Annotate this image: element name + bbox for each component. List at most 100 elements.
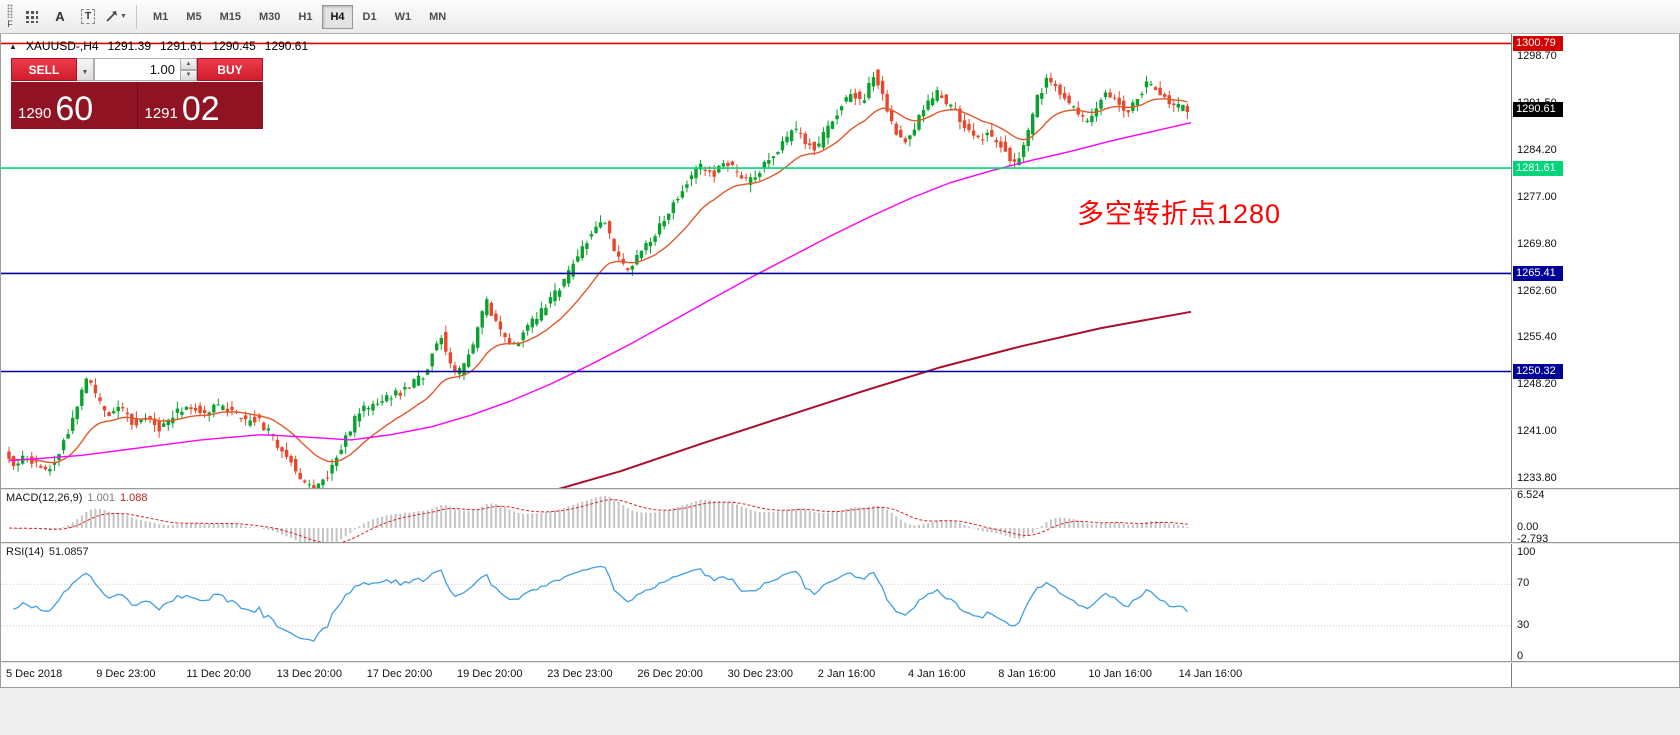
rsi-name: RSI(14) — [6, 546, 44, 558]
price-axis-label: 1255.40 — [1517, 331, 1557, 344]
price-chart-pane[interactable]: ▲ XAUUSD-,H4 1291.39 1291.61 1290.45 129… — [1, 34, 1511, 488]
buy-price-main: 1291 — [144, 105, 178, 122]
bid-ask-display: 1290 60 1291 02 — [11, 82, 263, 129]
buy-price-big: 02 — [181, 89, 220, 128]
arrow-glyph — [106, 11, 118, 22]
price-badge: 1250.32 — [1513, 363, 1563, 379]
sell-price-display[interactable]: 1290 60 — [11, 82, 137, 129]
grid-glyph — [26, 10, 38, 23]
chart-window: ▲ XAUUSD-,H4 1291.39 1291.61 1290.45 129… — [0, 34, 1680, 688]
rsi-axis-label: 0 — [1517, 650, 1524, 662]
volume-dropdown-button[interactable]: ▼ — [77, 58, 94, 81]
ohlc-close: 1290.61 — [264, 39, 309, 53]
ohlc-low: 1290.45 — [212, 39, 256, 53]
time-axis-label: 5 Dec 2018 — [6, 668, 63, 680]
toolbar-drag-handle[interactable]: F — [3, 2, 17, 32]
price-badge: 1281.61 — [1513, 160, 1563, 176]
rsi-axis-label: 30 — [1517, 618, 1530, 631]
time-axis-label: 19 Dec 20:00 — [457, 668, 523, 680]
rsi-axis-label: 100 — [1517, 546, 1536, 558]
chart-annotation-text: 多空转折点1280 — [1077, 199, 1282, 229]
symbol-ohlc-line: ▲ XAUUSD-,H4 1291.39 1291.61 1290.45 129… — [9, 39, 308, 53]
pane-separator[interactable] — [1, 661, 1679, 663]
symbol-name: XAUUSD-,H4 — [25, 39, 99, 53]
price-badge: 1265.41 — [1513, 265, 1563, 281]
macd-label: MACD(12,26,9) 1.001 1.088 — [6, 492, 147, 504]
tab-timeframe-m1[interactable]: M1 — [145, 5, 176, 29]
price-axis-label: 1241.00 — [1517, 425, 1557, 438]
time-axis-label: 2 Jan 16:00 — [817, 668, 876, 680]
expand-triangle-icon: ▲ — [9, 41, 17, 51]
tab-timeframe-m15[interactable]: M15 — [212, 5, 249, 29]
volume-stepper: ▲ ▼ — [181, 58, 197, 81]
price-axis-label: 1298.70 — [1517, 50, 1557, 62]
price-axis-label: 1262.60 — [1517, 284, 1557, 297]
sell-price-main: 1290 — [18, 105, 52, 122]
time-axis-label: 17 Dec 20:00 — [366, 668, 433, 680]
price-axis-label: 1269.80 — [1517, 237, 1557, 250]
candlestick-chart-svg[interactable] — [1, 34, 1511, 488]
time-axis-label: 8 Jan 16:00 — [998, 668, 1056, 680]
buy-price-display[interactable]: 1291 02 — [136, 82, 264, 129]
price-badge: 1290.61 — [1513, 102, 1563, 118]
macd-axis-label: 0.00 — [1517, 521, 1539, 533]
macd-value: 1.001 — [87, 492, 115, 504]
volume-increase-button[interactable]: ▲ — [181, 58, 197, 70]
rsi-chart-svg — [1, 565, 1511, 642]
time-axis-label: 9 Dec 23:00 — [96, 668, 156, 680]
rsi-pane[interactable]: RSI(14) 51.0857 — [1, 544, 1511, 661]
volume-input[interactable] — [94, 58, 181, 81]
tab-timeframe-h4[interactable]: H4 — [322, 4, 353, 29]
toolbar: F A T ▼ M1 M5 M15 M30 H1 H4 D1 W1 MN — [0, 0, 1680, 34]
text-label-icon[interactable]: A — [47, 4, 73, 30]
price-axis-label: 1233.80 — [1517, 471, 1557, 484]
price-axis-label: 1248.20 — [1517, 378, 1557, 391]
tab-timeframe-mn[interactable]: MN — [421, 5, 454, 29]
macd-signal-value: 1.088 — [119, 492, 148, 504]
text-tool-glyph: T — [80, 9, 96, 24]
macd-axis-label: 6.524 — [1517, 489, 1545, 501]
time-axis-label: 11 Dec 20:00 — [186, 668, 252, 680]
tab-timeframe-w1[interactable]: W1 — [387, 5, 420, 29]
macd-name: MACD(12,26,9) — [6, 492, 83, 504]
macd-pane[interactable]: MACD(12,26,9) 1.001 1.088 — [1, 490, 1511, 542]
rsi-label: RSI(14) 51.0857 — [6, 546, 89, 558]
sell-button[interactable]: SELL — [11, 58, 77, 81]
price-axis[interactable]: 1298.701291.501284.201277.001269.801262.… — [1511, 34, 1679, 687]
draw-tools-icon[interactable]: ▼ — [103, 4, 129, 30]
pane-separator[interactable] — [1, 542, 1679, 544]
tab-timeframe-h1[interactable]: H1 — [290, 5, 320, 29]
chevron-down-icon: ▼ — [120, 13, 127, 20]
time-axis[interactable]: 5 Dec 2018 9 Dec 23:00 11 Dec 20:00 13 Dec … — [1, 663, 1511, 687]
windows-grid-icon[interactable] — [19, 4, 45, 30]
time-axis-label: 23 Dec 23:00 — [547, 668, 613, 680]
price-axis-label: 1284.20 — [1517, 144, 1557, 157]
time-axis-label: 30 Dec 23:00 — [727, 668, 794, 680]
ohlc-open: 1291.39 — [107, 39, 151, 53]
ohlc-high: 1291.61 — [160, 39, 204, 53]
volume-decrease-button[interactable]: ▼ — [181, 69, 197, 81]
macd-chart-svg — [8, 496, 1189, 542]
time-axis-label: 14 Jan 16:00 — [1178, 668, 1243, 680]
price-axis-label: 1277.00 — [1517, 191, 1557, 204]
one-click-trading-panel: SELL ▼ ▲ ▼ BUY 1290 60 1291 02 — [11, 58, 263, 129]
toolbar-separator — [136, 4, 137, 29]
rsi-axis-label: 70 — [1517, 577, 1530, 590]
drag-dots-icon — [7, 3, 13, 18]
sell-price-big: 60 — [55, 89, 94, 128]
workspace-background — [0, 688, 1680, 735]
price-badge: 1300.79 — [1513, 35, 1563, 51]
text-tool-icon[interactable]: T — [75, 4, 101, 30]
buy-button[interactable]: BUY — [197, 58, 263, 81]
pane-separator[interactable] — [1, 488, 1679, 490]
timeframe-group: M1 M5 M15 M30 H1 H4 D1 W1 MN — [144, 4, 455, 29]
trade-controls-row: SELL ▼ ▲ ▼ BUY — [11, 58, 263, 81]
tab-timeframe-d1[interactable]: D1 — [355, 5, 385, 29]
chevron-down-icon: ▼ — [81, 69, 89, 76]
tab-timeframe-m5[interactable]: M5 — [178, 5, 209, 29]
time-axis-label: 13 Dec 20:00 — [276, 668, 343, 680]
time-axis-label: 10 Jan 16:00 — [1088, 668, 1153, 680]
tab-timeframe-m30[interactable]: M30 — [251, 5, 288, 29]
time-axis-label: 4 Jan 16:00 — [908, 668, 966, 680]
toolbar-f-label: F — [7, 18, 13, 29]
